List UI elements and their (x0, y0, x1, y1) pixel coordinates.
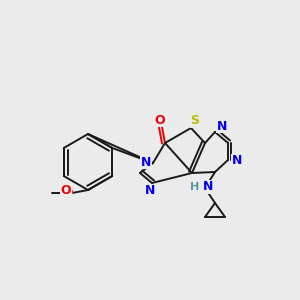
Text: O: O (61, 184, 71, 197)
Text: N: N (203, 181, 213, 194)
Text: N: N (145, 184, 155, 197)
Text: S: S (190, 115, 200, 128)
Text: N: N (217, 119, 227, 133)
Text: N: N (141, 155, 151, 169)
Text: O: O (63, 188, 73, 198)
Text: H: H (190, 182, 200, 192)
Text: O: O (155, 113, 165, 127)
Text: N: N (232, 154, 242, 167)
